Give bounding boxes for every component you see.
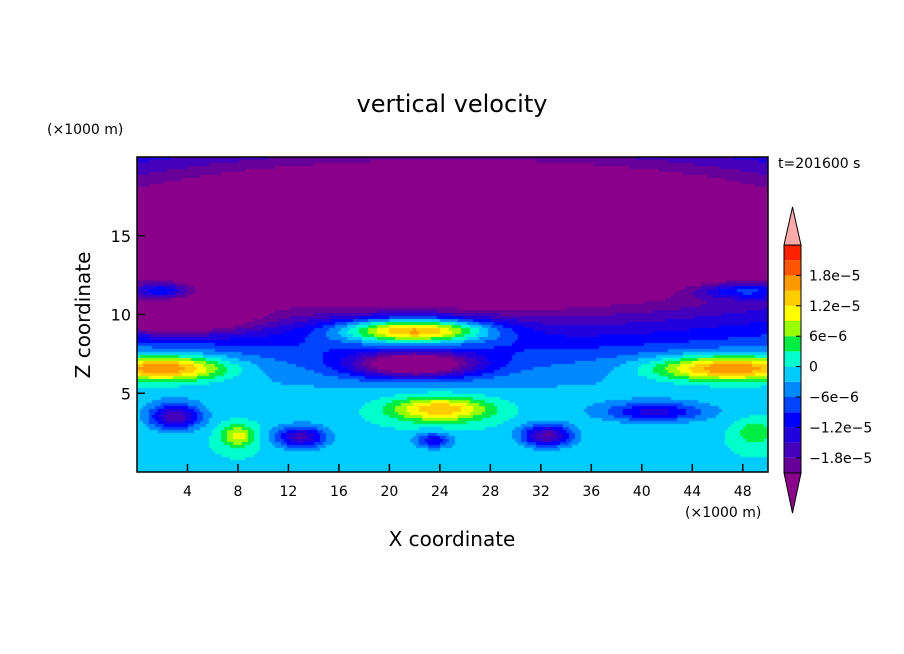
colorbar-tick-label: 1.8e−5 (809, 268, 861, 284)
x-tick-label: 48 (734, 484, 752, 500)
colorbar-tick-label: −6e−6 (809, 390, 859, 406)
colorbar-under-triangle (783, 472, 802, 514)
colorbar-band (784, 260, 801, 276)
colorbar-band (784, 290, 801, 306)
y-tick-label: 5 (121, 384, 131, 403)
x-unit-label: (×1000 m) (685, 505, 761, 521)
x-tick-label: 36 (582, 484, 600, 500)
colorbar-over-triangle (783, 206, 802, 246)
colorbar-band (784, 457, 801, 473)
colorbar-band (784, 351, 801, 367)
colorbar-band (784, 305, 801, 321)
colorbar-band (784, 275, 801, 291)
colorbar-band (784, 366, 801, 382)
colorbar-tick-label: −1.2e−5 (809, 420, 872, 436)
y-tick-label: 10 (111, 306, 131, 325)
x-axis-label: X coordinate (389, 527, 516, 551)
colorbar-band (784, 442, 801, 458)
colorbar-tick-label: 1.2e−5 (809, 299, 861, 315)
colorbar-frame (783, 244, 802, 474)
colorbar-band (784, 336, 801, 352)
colorbar-band (784, 321, 801, 337)
x-tick-label: 20 (380, 484, 398, 500)
x-tick-label: 24 (431, 484, 449, 500)
colorbar-tick-label: −1.8e−5 (809, 451, 872, 467)
colorbar-band (784, 412, 801, 428)
colorbar: 1.8e−5 1.2e−5 6e−6 0 −6e−6 −1.2e−5 −1.8e−5 (783, 206, 872, 514)
y-axis-label: Z coordinate (71, 252, 95, 379)
y-axis-ticks: 5 10 15 (111, 227, 145, 403)
colorbar-band (784, 245, 801, 261)
colorbar-tick-label: 6e−6 (809, 329, 847, 345)
y-tick-label: 15 (111, 227, 131, 246)
x-axis-ticks: 4 8 12 16 20 24 28 32 36 40 44 48 (183, 464, 752, 500)
velocity-field (137, 157, 768, 472)
colorbar-tick-label: 0 (809, 360, 818, 376)
chart-title: vertical velocity (357, 90, 548, 118)
colorbar-band (784, 427, 801, 443)
x-tick-label: 32 (532, 484, 550, 500)
x-tick-label: 44 (683, 484, 701, 500)
x-tick-label: 12 (280, 484, 298, 500)
x-tick-label: 40 (633, 484, 651, 500)
y-unit-label: (×1000 m) (47, 122, 123, 138)
colorbar-band (784, 397, 801, 413)
x-tick-label: 4 (183, 484, 192, 500)
x-tick-label: 28 (481, 484, 499, 500)
x-tick-label: 8 (233, 484, 242, 500)
time-label: t=201600 s (778, 156, 860, 172)
x-tick-label: 16 (330, 484, 348, 500)
colorbar-band (784, 381, 801, 397)
